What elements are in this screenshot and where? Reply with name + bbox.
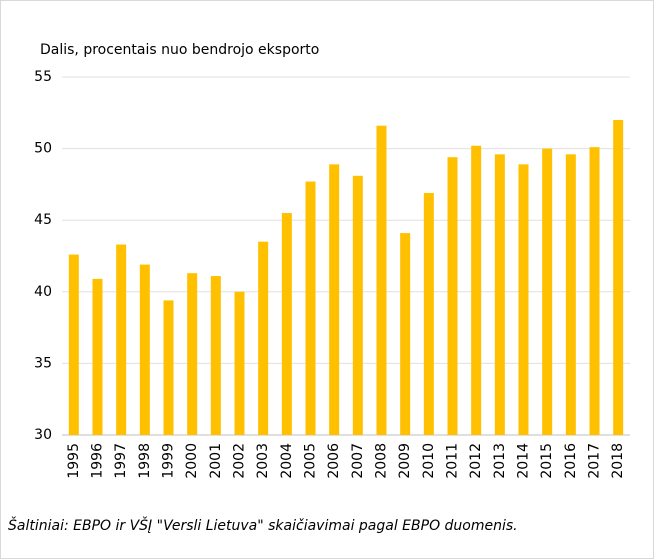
y-tick-label: 35 xyxy=(34,355,52,371)
bar xyxy=(376,125,387,436)
source-note: Šaltiniai: EBPO ir VŠĮ "Versli Lietuva" … xyxy=(8,516,518,534)
bar xyxy=(518,164,529,436)
x-tick-label: 2007 xyxy=(350,443,366,479)
bar xyxy=(234,291,245,435)
x-tick-label: 1995 xyxy=(66,443,82,479)
x-tick-label: 2009 xyxy=(397,443,413,479)
x-tick-label: 1996 xyxy=(90,443,106,479)
bar xyxy=(494,154,505,435)
bar xyxy=(471,145,482,435)
x-tick-label: 1999 xyxy=(161,443,177,479)
y-axis-label: Dalis, procentais nuo bendrojo eksporto xyxy=(40,42,319,58)
bar xyxy=(613,119,624,436)
x-tick-label: 2010 xyxy=(421,443,437,479)
x-tick-label: 2012 xyxy=(468,443,484,479)
x-tick-label: 2014 xyxy=(516,443,532,479)
bar xyxy=(139,264,150,435)
bar xyxy=(68,254,79,435)
x-tick-label: 2016 xyxy=(563,443,579,479)
x-tick-label: 2011 xyxy=(445,443,461,479)
x-tick-label: 2002 xyxy=(232,443,248,479)
bar xyxy=(258,241,269,435)
y-tick-label: 50 xyxy=(34,141,52,157)
x-tick-label: 2008 xyxy=(374,443,390,479)
x-tick-label: 2004 xyxy=(279,443,295,479)
y-tick-label: 55 xyxy=(34,69,52,85)
x-tick-label: 2006 xyxy=(326,443,342,479)
x-tick-label: 2017 xyxy=(587,443,603,479)
x-tick-label: 1998 xyxy=(137,443,153,479)
x-tick-label: 2000 xyxy=(184,443,200,479)
bar xyxy=(565,154,576,435)
bar xyxy=(447,157,458,435)
bar xyxy=(352,175,363,436)
y-tick-label: 30 xyxy=(34,427,52,443)
bar xyxy=(210,276,221,435)
x-tick-label: 2013 xyxy=(492,443,508,479)
y-tick-label: 45 xyxy=(34,212,52,228)
y-tick-label: 40 xyxy=(34,284,52,300)
x-tick-label: 1997 xyxy=(113,443,129,479)
bar xyxy=(92,278,103,435)
bar xyxy=(116,244,127,435)
x-tick-label: 2018 xyxy=(610,443,626,479)
x-tick-label: 2005 xyxy=(303,443,319,479)
bar xyxy=(589,147,600,435)
bar xyxy=(423,192,434,435)
bar xyxy=(305,181,316,435)
x-tick-label: 2003 xyxy=(255,443,271,479)
x-tick-label: 2015 xyxy=(539,443,555,479)
bar xyxy=(400,233,411,435)
x-tick-label: 2001 xyxy=(208,443,224,479)
bar xyxy=(163,300,174,435)
bar xyxy=(329,164,340,436)
bar xyxy=(187,273,198,435)
bar xyxy=(542,148,553,435)
bar xyxy=(281,213,292,435)
